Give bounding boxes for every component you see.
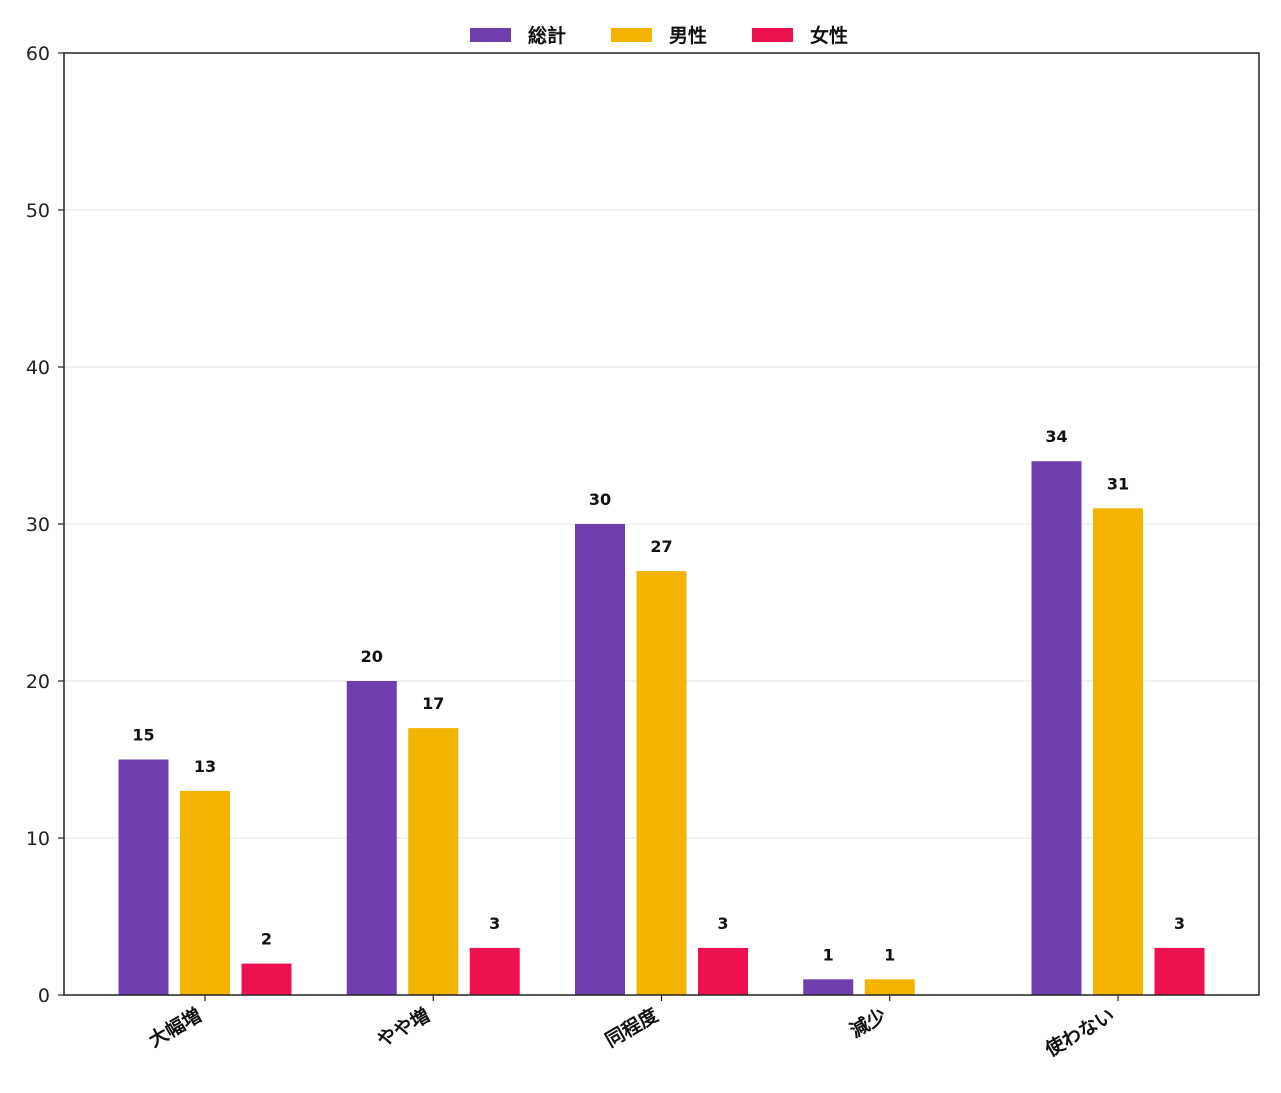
y-tick-label: 50 [26,200,50,222]
data-label: 1 [884,945,895,964]
data-label: 3 [717,914,728,933]
bar [1093,508,1143,995]
legend-swatch [611,28,652,42]
x-tick-label: 使わない [1041,1004,1119,1062]
bar [408,728,459,995]
y-tick-label: 30 [26,514,50,536]
bar [469,947,520,995]
data-label: 30 [589,490,611,509]
data-label: 1 [823,945,834,964]
bar [346,681,397,995]
x-tick-label: 同程度 [601,1003,663,1052]
data-label: 34 [1045,427,1067,446]
data-label: 3 [1174,914,1185,933]
data-label: 3 [489,914,500,933]
bar [864,979,915,995]
y-tick-label: 0 [38,985,50,1007]
bar [1031,461,1082,995]
y-tick-label: 40 [26,357,50,379]
data-label: 17 [422,694,444,713]
legend-label: 男性 [669,24,707,47]
bar [1154,947,1205,995]
legend-label: 総計 [528,24,566,47]
y-tick-label: 20 [26,671,50,693]
bar [803,979,854,995]
bar [241,963,292,995]
x-axis: 大幅増 やや増 同程度 減少 使わない [145,995,1119,1062]
data-label: 31 [1107,474,1129,493]
y-axis: 0 10 20 30 40 50 60 [26,43,64,1007]
y-tick-label: 10 [26,828,50,850]
x-tick-label: 大幅増 [145,1003,206,1051]
y-tick-label: 60 [26,43,50,65]
data-label: 27 [650,537,672,556]
bar [636,571,687,995]
data-label: 15 [132,726,154,745]
data-label: 20 [361,647,383,666]
legend-swatch [752,28,793,42]
legend-swatch [470,28,511,42]
legend-label: 女性 [810,24,848,47]
x-tick-label: 減少 [846,1003,890,1042]
data-label: 2 [261,930,272,949]
bars [118,461,1205,995]
bar [575,524,625,995]
bar [698,947,748,995]
bar [180,790,230,995]
data-label: 13 [194,757,216,776]
x-tick-label: やや増 [373,1003,434,1051]
bar [118,759,169,995]
legend: 総計 男性 女性 [470,24,848,47]
